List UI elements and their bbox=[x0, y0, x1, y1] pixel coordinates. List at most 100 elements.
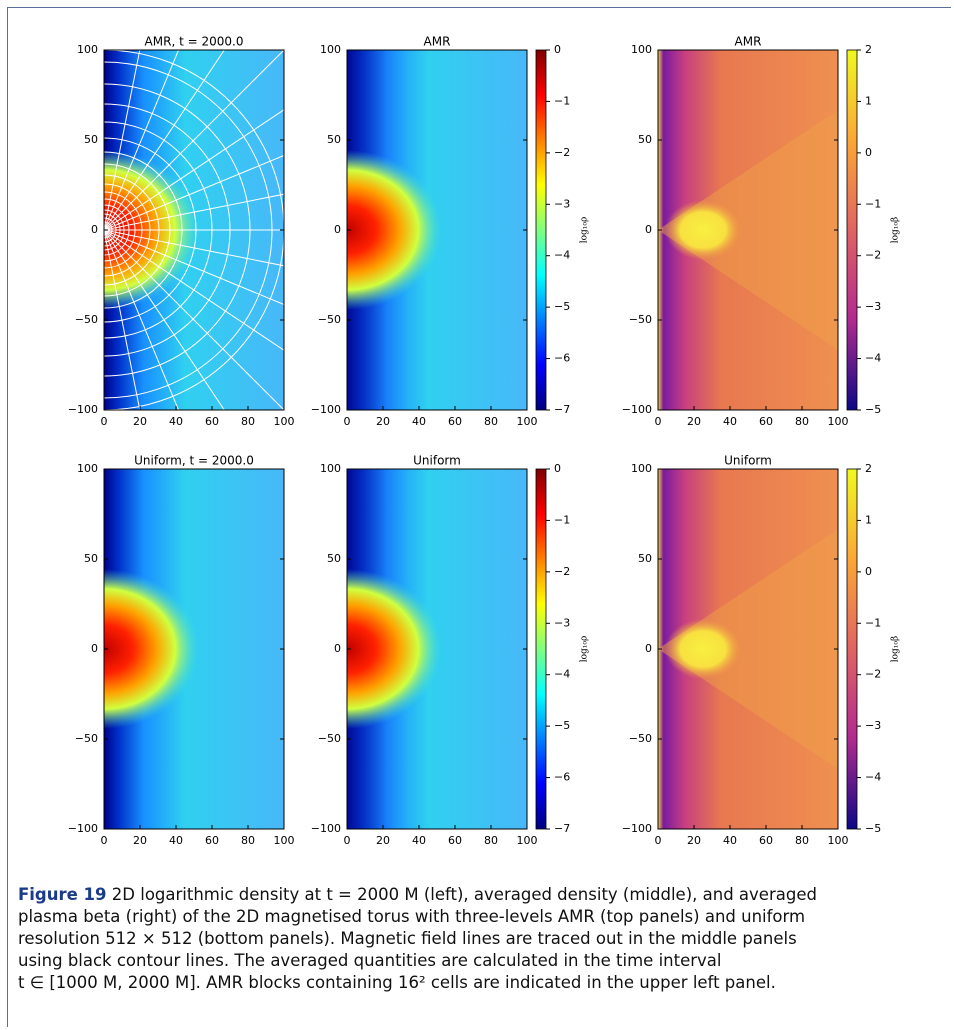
colorbar-tick-label: −1 bbox=[554, 94, 570, 107]
colorbar-tick-label: −4 bbox=[554, 249, 570, 262]
amr-block-ray bbox=[104, 229, 180, 410]
panel-title: Uniform bbox=[724, 454, 772, 468]
colorbar-tick-label: −4 bbox=[554, 668, 570, 681]
panel bbox=[347, 50, 527, 410]
figure: AMR, t = 2000.00 20 40 60 80 100100500−50−100… bbox=[68, 35, 901, 848]
amr-block-ray bbox=[104, 109, 284, 231]
x-tick-label: 60 bbox=[448, 834, 462, 847]
x-tick-label: 20 bbox=[687, 415, 701, 428]
x-tick-label: 80 bbox=[241, 415, 255, 428]
colorbar-tick-label: −2 bbox=[554, 146, 570, 159]
y-tick-label: −50 bbox=[318, 732, 341, 745]
panel-title: AMR bbox=[735, 35, 762, 49]
colorbar-label: log₁₀β bbox=[891, 636, 901, 662]
y-tick-label: −50 bbox=[75, 313, 98, 326]
y-tick-label: 0 bbox=[91, 223, 98, 236]
colorbar-tick-label: 0 bbox=[554, 43, 561, 56]
x-tick-label: 20 bbox=[133, 415, 147, 428]
y-tick-label: 100 bbox=[631, 43, 652, 56]
x-tick-label: 60 bbox=[448, 415, 462, 428]
caption-text: t ∈ [1000 M, 2000 M]. AMR blocks contain… bbox=[18, 973, 776, 992]
colorbar-tick-label: 1 bbox=[865, 94, 872, 107]
x-tick-label: 80 bbox=[484, 415, 498, 428]
x-tick-label: 20 bbox=[376, 415, 390, 428]
y-tick-label: −100 bbox=[622, 822, 652, 835]
x-tick-label: 60 bbox=[205, 834, 219, 847]
x-tick-label: 60 bbox=[759, 415, 773, 428]
y-tick-label: −100 bbox=[311, 822, 341, 835]
y-tick-label: −50 bbox=[629, 732, 652, 745]
colorbar-tick-label: −5 bbox=[554, 719, 570, 732]
y-tick-label: 100 bbox=[320, 462, 341, 475]
colorbar bbox=[535, 468, 547, 830]
colorbar-tick-label: −6 bbox=[554, 352, 570, 365]
x-tick-label: 100 bbox=[274, 415, 295, 428]
panel bbox=[658, 469, 838, 829]
y-tick-label: 100 bbox=[77, 462, 98, 475]
colorbar-tick-label: −1 bbox=[865, 616, 881, 629]
colorbar-tick-label: −2 bbox=[865, 249, 881, 262]
amr-block-ray bbox=[104, 50, 225, 231]
blob bbox=[665, 619, 741, 679]
colorbar-tick-label: −7 bbox=[554, 403, 570, 416]
y-tick-label: 100 bbox=[77, 43, 98, 56]
panel bbox=[104, 50, 284, 410]
y-tick-label: 100 bbox=[320, 43, 341, 56]
colorbar-tick-label: −5 bbox=[554, 300, 570, 313]
x-tick-label: 80 bbox=[795, 415, 809, 428]
colorbar-tick-label: −1 bbox=[865, 197, 881, 210]
caption-line: using black contour lines. The averaged … bbox=[18, 950, 938, 972]
panel-title: AMR bbox=[424, 35, 451, 49]
blob bbox=[665, 200, 741, 260]
x-tick-label: 80 bbox=[795, 834, 809, 847]
wedge bbox=[658, 529, 838, 769]
x-tick-label: 20 bbox=[687, 834, 701, 847]
x-tick-label: 80 bbox=[484, 834, 498, 847]
x-tick-label: 80 bbox=[241, 834, 255, 847]
colorbar-tick-label: −3 bbox=[554, 616, 570, 629]
colorbar-tick-label: 2 bbox=[865, 462, 872, 475]
y-tick-label: −100 bbox=[311, 403, 341, 416]
y-tick-label: 100 bbox=[631, 462, 652, 475]
x-tick-label: 100 bbox=[517, 415, 538, 428]
colorbar bbox=[535, 49, 547, 411]
x-tick-label: 100 bbox=[517, 834, 538, 847]
x-tick-label: 40 bbox=[412, 834, 426, 847]
y-tick-label: 0 bbox=[334, 642, 341, 655]
colorbar-tick-label: −5 bbox=[865, 403, 881, 416]
x-tick-label: 40 bbox=[169, 834, 183, 847]
panel bbox=[104, 469, 284, 829]
x-tick-label: 0 bbox=[655, 415, 662, 428]
amr-block-ray bbox=[104, 50, 141, 231]
caption-label: Figure 19 bbox=[18, 885, 107, 904]
y-tick-label: 50 bbox=[327, 552, 341, 565]
caption-text: resolution 512 × 512 (bottom panels). Ma… bbox=[18, 929, 797, 948]
amr-block-ray bbox=[104, 154, 284, 231]
core bbox=[347, 150, 442, 310]
y-tick-label: 50 bbox=[84, 552, 98, 565]
x-tick-label: 60 bbox=[759, 834, 773, 847]
colorbar-tick-label: −3 bbox=[554, 197, 570, 210]
colorbar bbox=[846, 468, 858, 830]
caption: Figure 19 2D logarithmic density at t = … bbox=[18, 884, 938, 994]
colorbar-label: log₁₀ρ bbox=[580, 636, 590, 663]
colorbar-tick-label: 0 bbox=[554, 462, 561, 475]
x-tick-label: 40 bbox=[723, 834, 737, 847]
y-tick-label: −50 bbox=[75, 732, 98, 745]
x-tick-label: 40 bbox=[169, 415, 183, 428]
x-tick-label: 0 bbox=[101, 834, 108, 847]
amr-block-ray bbox=[104, 229, 284, 267]
x-tick-label: 0 bbox=[344, 415, 351, 428]
y-tick-label: 0 bbox=[645, 642, 652, 655]
x-tick-label: 100 bbox=[828, 834, 849, 847]
colorbar-tick-label: −5 bbox=[865, 822, 881, 835]
x-tick-label: 0 bbox=[655, 834, 662, 847]
colorbar-tick-label: 0 bbox=[865, 565, 872, 578]
caption-line: resolution 512 × 512 (bottom panels). Ma… bbox=[18, 928, 938, 950]
colorbar bbox=[846, 49, 858, 411]
panel-title: Uniform, t = 2000.0 bbox=[134, 454, 254, 468]
x-tick-label: 60 bbox=[205, 415, 219, 428]
y-tick-label: 50 bbox=[327, 133, 341, 146]
y-tick-label: 50 bbox=[638, 133, 652, 146]
